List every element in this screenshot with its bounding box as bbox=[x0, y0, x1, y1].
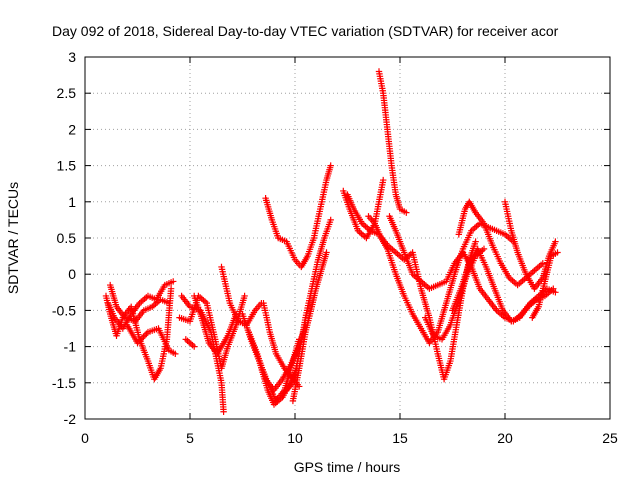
data-point-markers bbox=[262, 162, 334, 271]
data-series-pass-20 bbox=[375, 68, 410, 216]
y-tick-label: 1 bbox=[68, 194, 76, 210]
y-tick-label: 3 bbox=[68, 49, 76, 65]
axis-ticks: -2 -1.5 -1 -0.5 0 0.5 1 1.5 2 2.5 3 0 5 10 15 20 25 bbox=[52, 49, 618, 446]
data-series-pass-24 bbox=[455, 198, 546, 289]
data-series-pass-8 bbox=[191, 292, 240, 358]
x-axis-title: GPS time / hours bbox=[294, 459, 401, 475]
data-point-markers bbox=[123, 321, 179, 358]
data-series-pass-7 bbox=[176, 292, 248, 372]
data-points bbox=[102, 68, 561, 415]
data-series-pass-14 bbox=[262, 162, 334, 271]
y-tick-label: 2.5 bbox=[57, 85, 77, 101]
x-tick-label: 10 bbox=[287, 430, 303, 446]
y-axis-title: SDTVAR / TECUs bbox=[5, 182, 21, 294]
x-tick-label: 0 bbox=[81, 430, 89, 446]
y-tick-label: 2 bbox=[68, 121, 76, 137]
y-tick-label: 1.5 bbox=[57, 158, 77, 174]
data-point-markers bbox=[375, 68, 410, 216]
y-tick-label: 0.5 bbox=[57, 230, 77, 246]
data-point-markers bbox=[182, 336, 198, 350]
data-point-markers bbox=[529, 249, 561, 321]
plot-frame bbox=[84, 56, 611, 420]
x-tick-label: 25 bbox=[602, 430, 618, 446]
data-series-pass-4 bbox=[123, 321, 179, 358]
data-point-markers bbox=[289, 249, 330, 405]
data-series-pass-25 bbox=[501, 198, 559, 292]
data-point-markers bbox=[176, 292, 248, 372]
data-point-markers bbox=[107, 281, 173, 325]
y-tick-label: -1.5 bbox=[52, 375, 76, 391]
data-point-markers bbox=[455, 198, 546, 289]
grid bbox=[85, 57, 610, 419]
x-tick-label: 15 bbox=[392, 430, 408, 446]
data-point-markers bbox=[191, 292, 240, 358]
data-series-pass-3 bbox=[107, 281, 173, 325]
data-series-pass-6 bbox=[182, 336, 198, 350]
data-series-pass-23 bbox=[449, 245, 557, 325]
x-tick-label: 5 bbox=[186, 430, 194, 446]
y-tick-label: -0.5 bbox=[52, 302, 76, 318]
data-series-pass-16 bbox=[289, 249, 330, 405]
data-point-markers bbox=[449, 245, 557, 325]
x-tick-label: 20 bbox=[497, 430, 513, 446]
chart-title: Day 092 of 2018, Sidereal Day-to-day VTE… bbox=[52, 23, 559, 39]
y-tick-label: 0 bbox=[68, 266, 76, 282]
y-tick-label: -1 bbox=[64, 339, 77, 355]
data-series-pass-26 bbox=[529, 249, 561, 321]
y-tick-label: -2 bbox=[64, 411, 77, 427]
data-point-markers bbox=[501, 198, 559, 292]
